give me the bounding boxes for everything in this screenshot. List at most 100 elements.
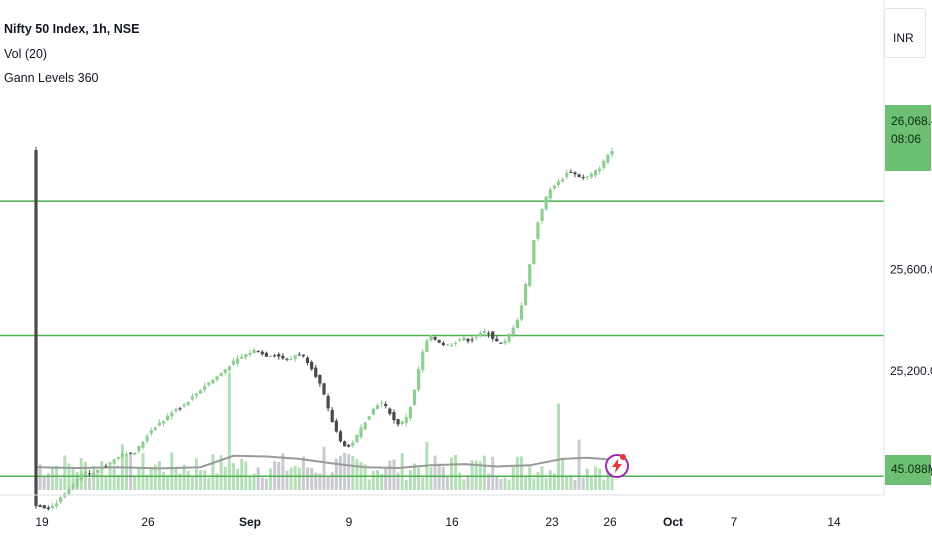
volume-bar [569, 475, 573, 490]
candle-body [190, 396, 194, 400]
volume-bar [404, 479, 408, 490]
candle-body [347, 444, 351, 447]
volume-bar [462, 479, 466, 490]
candle-body [565, 172, 569, 178]
volume-bar [334, 458, 338, 490]
candle-body [478, 332, 482, 336]
volume-bar [248, 476, 252, 490]
candle-body [124, 454, 129, 456]
candle-body [120, 453, 124, 457]
candle-body [524, 283, 528, 306]
volume-bar [306, 467, 310, 490]
volume-bar [71, 468, 75, 490]
volume-bar [96, 473, 100, 490]
volume-bar [285, 470, 289, 490]
volume-bar [87, 477, 91, 490]
volume-bar [203, 470, 207, 490]
candle-body [92, 472, 96, 476]
volume-bar [190, 475, 194, 490]
x-tick-label: 26 [141, 515, 155, 529]
volume-bar [59, 477, 63, 490]
candle-body [573, 172, 577, 175]
x-tick-label: 7 [731, 515, 738, 529]
candle-body [166, 415, 170, 421]
volume-bar [46, 473, 50, 490]
volume-bar [495, 475, 499, 490]
candle-body [561, 179, 565, 182]
symbol-title[interactable]: Nifty 50 Index, 1h, NSE [4, 22, 140, 36]
last-price-badge: 26,068.45 08:06 [885, 105, 932, 171]
candle-body [87, 473, 92, 475]
y-tick-label: 25,200.00 [890, 364, 932, 378]
candle-body [454, 343, 458, 345]
volume-bar [421, 477, 425, 490]
volume-bar [314, 472, 318, 490]
volume-bar [310, 467, 314, 490]
candle-body [499, 342, 503, 344]
volume-bar [470, 460, 474, 490]
gann-legend[interactable]: Gann Levels 360 [4, 71, 99, 85]
candle-body [462, 337, 466, 341]
candle-body [50, 505, 55, 508]
currency-button[interactable]: INR [884, 8, 926, 58]
candle-body [507, 333, 511, 342]
volume-bar [524, 475, 528, 490]
candle-body [412, 389, 417, 406]
volume-bar [199, 470, 203, 490]
volume-bar [322, 446, 326, 490]
volume-bar [38, 464, 42, 490]
candle-body [83, 471, 87, 476]
candle-body [380, 402, 384, 404]
volume-bar [182, 464, 186, 490]
candle-body [470, 339, 474, 341]
candle-body [231, 360, 236, 365]
candle-body [96, 469, 100, 473]
candle-body [182, 404, 186, 407]
candle-body [203, 386, 207, 390]
volume-bar [42, 476, 46, 490]
candle-body [326, 396, 330, 409]
volume-bar [375, 469, 379, 490]
volume-bar [137, 467, 141, 490]
volume-value-label: 45.088M [891, 462, 932, 476]
time-axis[interactable]: 19 26 Sep 9 16 23 26 Oct 7 14 [35, 515, 841, 529]
candle-body [433, 336, 437, 340]
volume-bar [170, 452, 174, 490]
candle-body [536, 222, 540, 240]
price-axis[interactable]: 24,800.0025,200.0025,600.00 [890, 263, 932, 480]
volume-bar [466, 475, 470, 490]
volume-bar [503, 477, 507, 490]
volume-bar [433, 455, 437, 490]
volume-bar [400, 453, 404, 490]
volume-bar [133, 476, 137, 490]
volume-bar [338, 455, 342, 490]
volume-bar [351, 455, 355, 490]
candle-body [441, 342, 445, 346]
x-tick-label: Sep [239, 515, 261, 529]
volume-bar [108, 464, 112, 490]
candle-body [544, 196, 548, 210]
candle-body [598, 168, 602, 172]
gann-levels [0, 200, 884, 477]
volume-bar [552, 473, 556, 490]
x-tick-label: 14 [827, 515, 841, 529]
candle-body [301, 354, 306, 357]
lightning-icon[interactable] [605, 454, 629, 478]
volume-bar [330, 472, 334, 490]
volume-bar [548, 470, 552, 490]
x-tick-label: 9 [346, 515, 353, 529]
volume-bar [178, 473, 182, 490]
volume-ma-line [35, 454, 613, 470]
candle-body [178, 408, 182, 410]
candle-body [466, 338, 470, 342]
volume-bar [301, 456, 305, 490]
candle-body [79, 474, 83, 481]
volume-legend[interactable]: Vol (20) [4, 47, 48, 61]
volume-bar [581, 477, 585, 490]
volume-bar [219, 455, 223, 490]
candle-body [429, 335, 433, 341]
candle-body [174, 408, 178, 412]
candle-body [240, 356, 244, 359]
candle-body [129, 452, 133, 454]
